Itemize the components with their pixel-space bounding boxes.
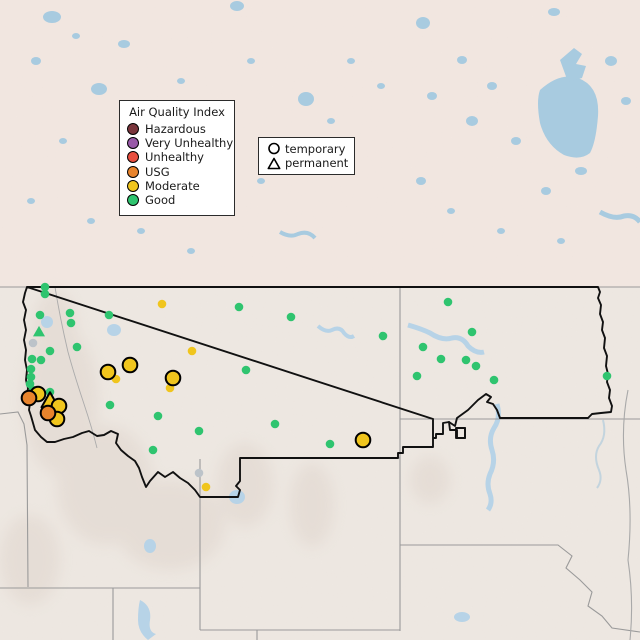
aqi-legend-label: Hazardous <box>145 122 206 137</box>
aqi-swatch-usg-icon <box>127 165 139 178</box>
monitor-good-circle <box>436 354 446 364</box>
monitor-good-circle <box>418 342 428 352</box>
aqi-legend: Air Quality Index Hazardous Very Unhealth… <box>119 100 235 216</box>
monitor-good-circle <box>66 318 76 328</box>
monitor-good-circle <box>45 346 55 356</box>
aqi-swatch-hazardous-icon <box>127 123 139 136</box>
monitor-moderate-circle <box>121 356 139 374</box>
shape-legend-item-permanent: permanent <box>259 156 354 171</box>
monitor-good-circle <box>471 361 481 371</box>
aqi-swatch-unhealthy-icon <box>127 151 139 164</box>
monitor-good-circle <box>36 355 46 365</box>
shape-legend-items: temporary permanent <box>259 142 354 171</box>
monitor-good-circle <box>325 439 335 449</box>
shape-legend: temporary permanent <box>258 137 355 175</box>
aqi-legend-item-unhealthy: Unhealthy <box>120 150 234 164</box>
monitor-good-circle <box>26 364 36 374</box>
aqi-legend-item-moderate: Moderate <box>120 179 234 193</box>
monitor-good-circle <box>72 342 82 352</box>
aqi-legend-label: USG <box>145 164 170 179</box>
shape-legend-label: permanent <box>285 156 349 171</box>
monitor-usg-circle <box>39 404 57 422</box>
monitor-moderate-circle <box>354 431 372 449</box>
aqi-legend-items: Hazardous Very Unhealthy Unhealthy USG Moder… <box>120 122 234 207</box>
triangle-symbol-icon <box>267 157 281 170</box>
aqi-legend-label: Good <box>145 193 176 208</box>
monitor-good-circle <box>27 354 37 364</box>
monitor-nodata-circle <box>28 338 38 348</box>
water-layer <box>27 1 640 640</box>
monitor-markers-layer <box>20 282 612 492</box>
monitor-good-circle <box>153 411 163 421</box>
monitor-good-circle <box>412 371 422 381</box>
monitor-good-circle <box>26 372 36 382</box>
monitor-good-circle <box>489 375 499 385</box>
monitor-good-circle <box>104 310 114 320</box>
monitor-good-circle <box>467 327 477 337</box>
monitor-usg-circle <box>20 389 38 407</box>
monitor-good-circle <box>270 419 280 429</box>
monitor-good-circle <box>105 400 115 410</box>
circle-symbol-icon <box>267 142 281 155</box>
monitor-moderate-circle <box>157 299 167 309</box>
monitor-good-circle <box>241 365 251 375</box>
monitor-good-circle <box>65 308 75 318</box>
monitor-good-circle <box>40 282 50 292</box>
highlight-boundary <box>22 286 613 498</box>
monitor-good-circle <box>35 310 45 320</box>
monitor-good-circle <box>602 371 612 381</box>
aqi-legend-item-hazardous: Hazardous <box>120 122 234 136</box>
monitor-good-circle <box>378 331 388 341</box>
aqi-legend-label: Unhealthy <box>145 150 204 165</box>
aqi-legend-title: Air Quality Index <box>129 105 225 119</box>
monitor-good-circle <box>461 355 471 365</box>
shape-legend-item-temporary: temporary <box>259 142 354 157</box>
monitor-good-circle <box>443 297 453 307</box>
aqi-swatch-good-icon <box>127 194 139 207</box>
aqi-legend-item-very-unhealthy: Very Unhealthy <box>120 136 234 150</box>
monitor-good-circle <box>148 445 158 455</box>
monitor-moderate-circle <box>201 482 211 492</box>
aqi-legend-item-good: Good <box>120 193 234 207</box>
monitor-good-circle <box>286 312 296 322</box>
monitor-good-circle <box>194 426 204 436</box>
monitor-moderate-circle <box>187 346 197 356</box>
aqi-swatch-very-unhealthy-icon <box>127 137 139 150</box>
monitor-moderate-circle <box>99 363 117 381</box>
monitor-moderate-circle <box>164 369 182 387</box>
monitor-good-circle <box>40 289 50 299</box>
shape-legend-label: temporary <box>285 141 346 156</box>
monitor-good-triangle <box>33 325 45 337</box>
monitor-nodata-circle <box>194 468 204 478</box>
aqi-swatch-moderate-icon <box>127 179 139 192</box>
aqi-legend-label: Moderate <box>145 178 200 193</box>
aqi-legend-label: Very Unhealthy <box>145 136 234 151</box>
aqi-legend-item-usg: USG <box>120 165 234 179</box>
monitor-good-circle <box>234 302 244 312</box>
